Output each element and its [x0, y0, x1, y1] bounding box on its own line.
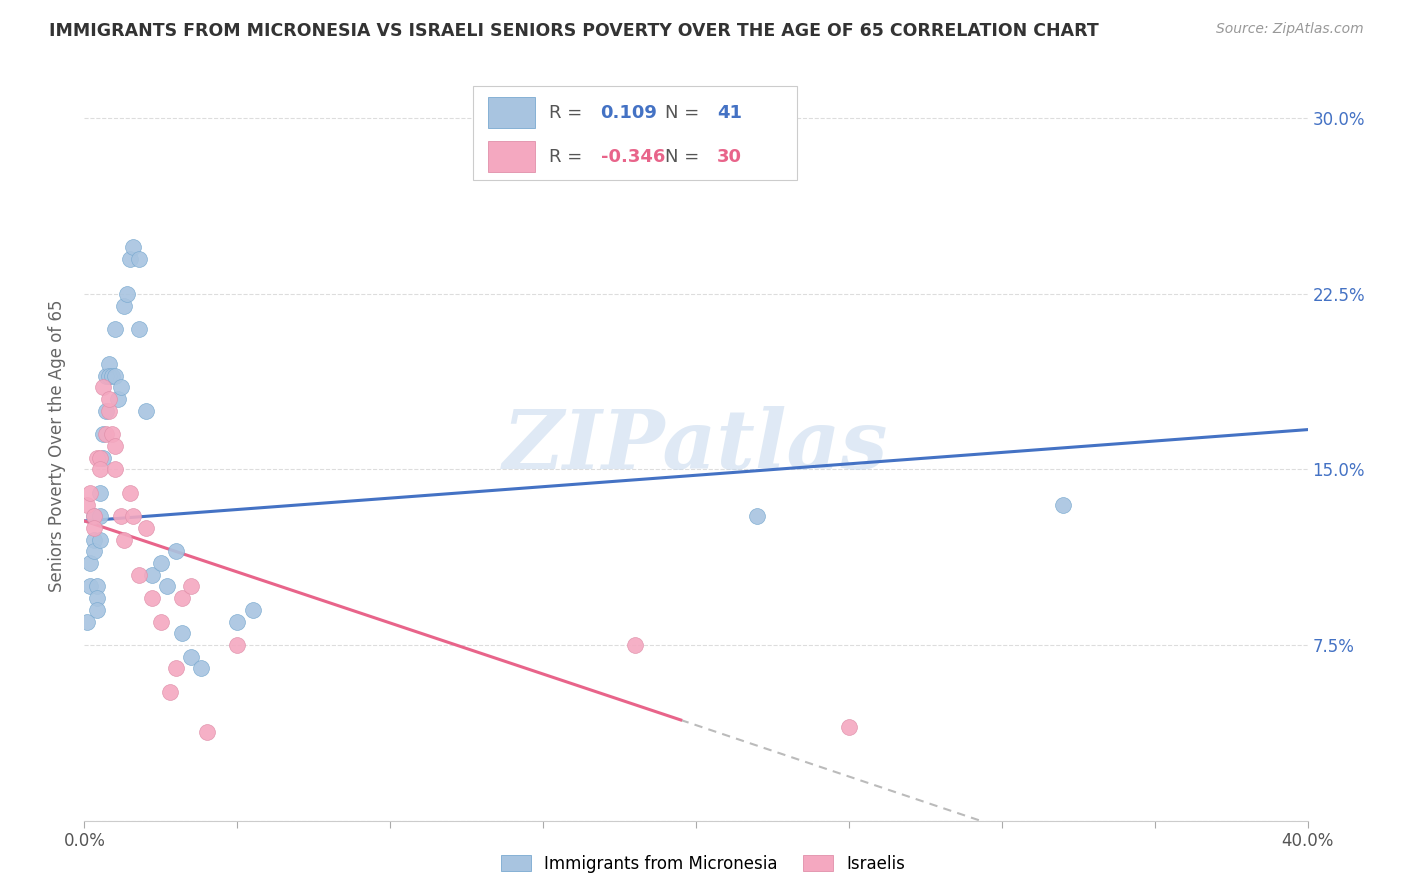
Point: [135, 521, 157, 535]
Point: [89, 462, 111, 476]
Point: [165, 661, 187, 675]
Point: [86, 450, 108, 465]
Point: [128, 322, 150, 336]
Point: [97, 368, 120, 383]
Point: [86, 580, 108, 594]
Point: [83, 509, 105, 524]
Legend: Immigrants from Micronesia, Israelis: Immigrants from Micronesia, Israelis: [495, 848, 911, 880]
Point: [165, 544, 187, 558]
Point: [110, 509, 132, 524]
Point: [120, 485, 142, 500]
Point: [86, 591, 108, 606]
Text: ZIPatlas: ZIPatlas: [503, 406, 889, 486]
Point: [94, 404, 117, 418]
Point: [107, 392, 129, 407]
Point: [83, 509, 105, 524]
Text: 0.109: 0.109: [600, 103, 658, 121]
Point: [97, 404, 120, 418]
Point: [195, 724, 218, 739]
Text: R =: R =: [550, 103, 582, 121]
Point: [159, 685, 181, 699]
Point: [156, 580, 179, 594]
Bar: [488, 97, 534, 128]
Point: [83, 544, 105, 558]
Point: [120, 252, 142, 266]
Point: [76, 498, 98, 512]
Text: 30: 30: [717, 147, 742, 166]
Point: [110, 380, 132, 394]
Point: [180, 580, 202, 594]
Point: [97, 357, 120, 371]
Point: [91, 450, 114, 465]
Point: [122, 509, 145, 524]
Text: 41: 41: [717, 103, 742, 121]
Y-axis label: Seniors Poverty Over the Age of 65: Seniors Poverty Over the Age of 65: [48, 300, 66, 592]
Point: [89, 509, 111, 524]
Point: [101, 368, 124, 383]
Point: [89, 533, 111, 547]
Text: N =: N =: [665, 147, 700, 166]
Point: [190, 661, 212, 675]
Point: [101, 427, 124, 442]
Point: [242, 603, 264, 617]
Bar: [488, 141, 534, 172]
Point: [104, 368, 127, 383]
Point: [149, 556, 172, 570]
Point: [79, 556, 101, 570]
Point: [172, 626, 194, 640]
FancyBboxPatch shape: [474, 87, 797, 180]
Point: [97, 392, 120, 407]
Point: [1052, 498, 1074, 512]
Point: [141, 591, 163, 606]
Point: [122, 240, 145, 254]
Point: [104, 322, 127, 336]
Point: [747, 509, 769, 524]
Point: [91, 427, 114, 442]
Text: IMMIGRANTS FROM MICRONESIA VS ISRAELI SENIORS POVERTY OVER THE AGE OF 65 CORRELA: IMMIGRANTS FROM MICRONESIA VS ISRAELI SE…: [49, 22, 1099, 40]
Point: [135, 404, 157, 418]
Point: [79, 580, 101, 594]
Point: [104, 462, 127, 476]
Point: [94, 427, 117, 442]
Point: [89, 450, 111, 465]
Point: [149, 615, 172, 629]
Point: [79, 485, 101, 500]
Point: [624, 638, 647, 652]
Point: [83, 533, 105, 547]
Point: [141, 567, 163, 582]
Point: [76, 615, 98, 629]
Text: R =: R =: [550, 147, 582, 166]
Point: [104, 439, 127, 453]
Point: [91, 380, 114, 394]
Point: [94, 368, 117, 383]
Point: [226, 638, 249, 652]
Point: [112, 298, 135, 313]
Text: Source: ZipAtlas.com: Source: ZipAtlas.com: [1216, 22, 1364, 37]
Text: -0.346: -0.346: [600, 147, 665, 166]
Point: [89, 485, 111, 500]
Point: [112, 533, 135, 547]
Point: [83, 521, 105, 535]
Point: [128, 252, 150, 266]
Point: [172, 591, 194, 606]
Point: [180, 649, 202, 664]
Point: [115, 286, 138, 301]
Point: [128, 567, 150, 582]
Point: [226, 615, 249, 629]
Point: [838, 720, 860, 734]
Text: N =: N =: [665, 103, 700, 121]
Point: [86, 603, 108, 617]
